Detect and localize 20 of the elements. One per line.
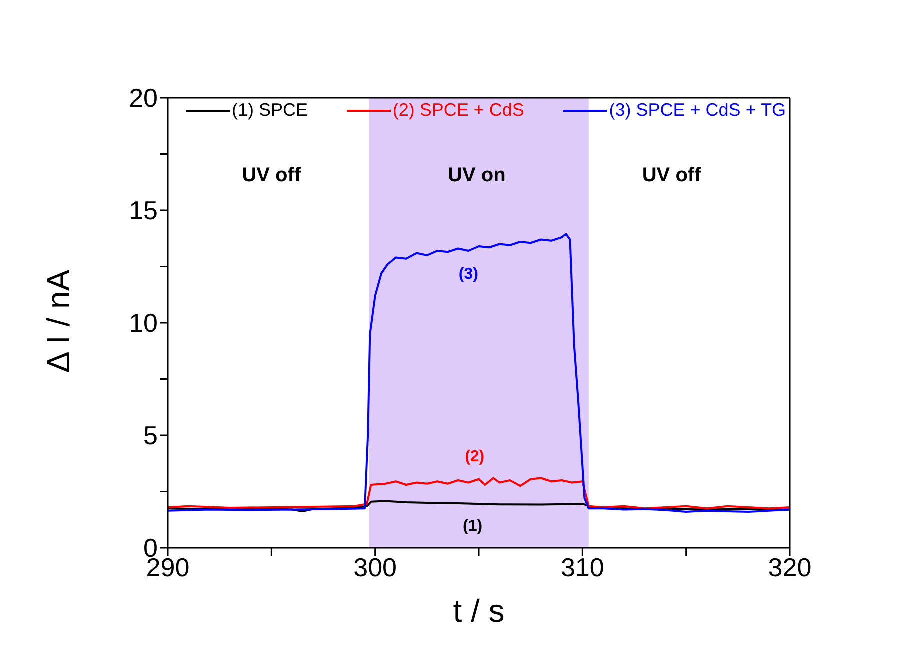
annotation: UV off [642,164,702,187]
x-tick-label: 320 [768,552,812,582]
annotation: (3) [458,266,478,284]
x-tick-label: 300 [354,552,398,582]
x-axis-title: t / s [453,593,505,629]
line-series [168,233,790,513]
y-axis-title: Δ I / nA [40,269,76,373]
legend-label: (1) SPCE [232,100,308,121]
y-tick-label: 10 [129,308,158,338]
legend-label: (3) SPCE + CdS + TG [609,100,786,121]
annotation: UV on [448,164,506,187]
legend-label: (2) SPCE + CdS [392,100,524,121]
annotation: (2) [465,448,485,466]
x-tick-label: 310 [560,552,604,582]
y-tick-label: 20 [129,83,158,114]
line-series [168,477,790,510]
annotation: UV off [242,164,302,187]
y-tick-label: 5 [144,420,158,451]
annotation: (1) [463,518,483,536]
y-tick-label: 15 [129,196,158,226]
